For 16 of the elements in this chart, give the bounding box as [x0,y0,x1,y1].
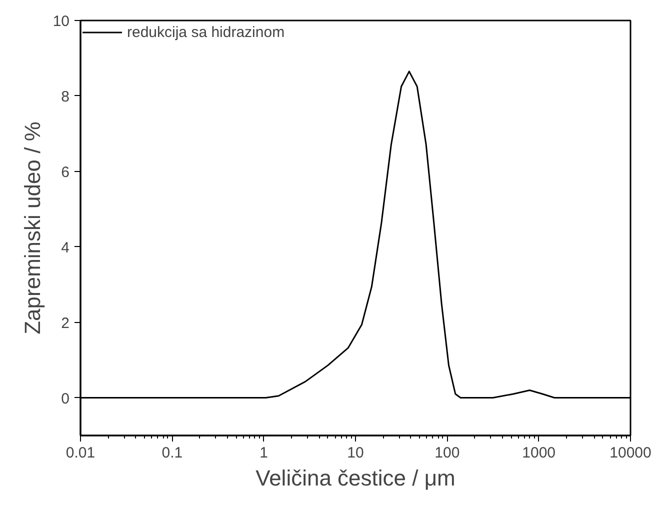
x-tick-label: 10 [347,444,364,462]
x-tick-label: 1 [260,444,268,462]
y-tick-label: 10 [52,13,70,30]
y-tick-label: 2 [61,314,70,332]
x-tick-label: 0.1 [162,444,183,462]
y-tick-label: 6 [61,164,70,181]
x-axis-title: Veličina čestice / μm [256,466,456,490]
y-tick-label: 4 [61,239,70,256]
x-tick-label: 0.01 [66,444,96,462]
y-tick-label: 8 [61,88,70,106]
legend-label: redukcija sa hidrazinom [127,24,285,40]
x-tick-label: 100 [434,444,460,462]
y-tick-label: 0 [61,390,70,408]
x-tick-label: 10000 [610,444,652,462]
y-axis-title: Zapreminski udeo / % [20,122,45,334]
x-tick-label: 1000 [522,444,556,462]
